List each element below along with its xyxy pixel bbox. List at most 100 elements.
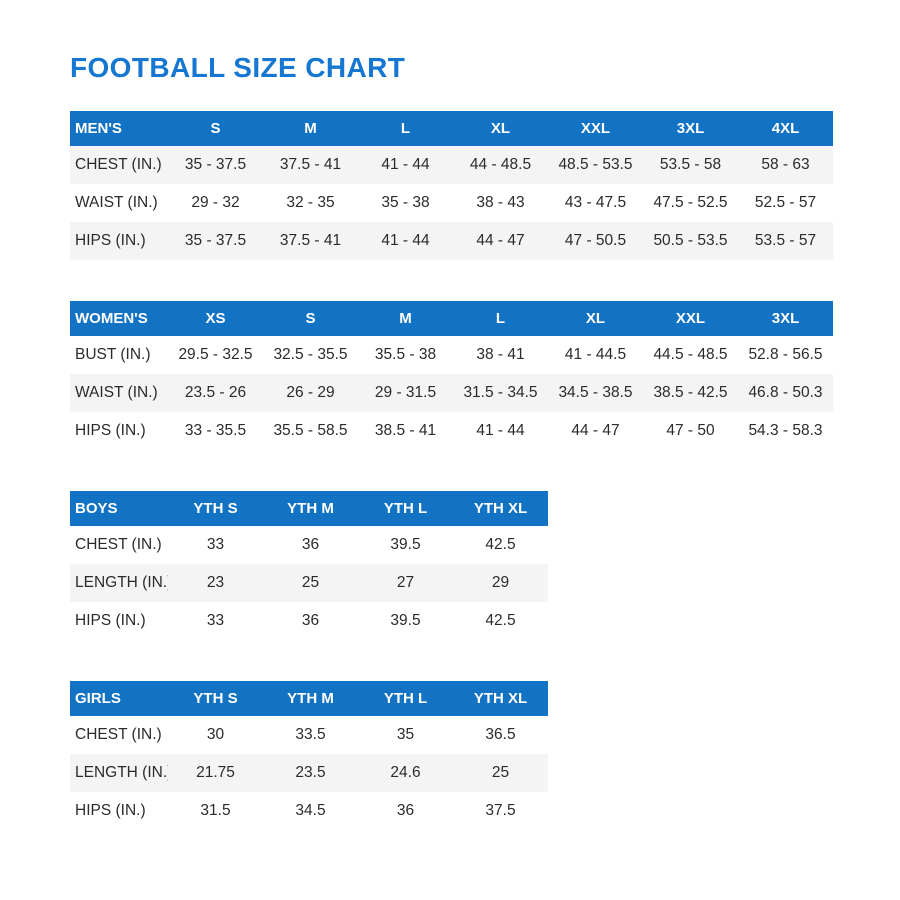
size-value: 26 - 29 <box>263 374 358 412</box>
womens-size-column-header: 3XL <box>738 301 833 336</box>
size-value: 41 - 44 <box>358 146 453 184</box>
mens-size-column-header: XXL <box>548 111 643 146</box>
size-value: 42.5 <box>453 526 548 564</box>
size-value: 35 <box>358 716 453 754</box>
boys-size-column-header: YTH M <box>263 491 358 526</box>
size-value: 37.5 <box>453 792 548 830</box>
boys-measurement-row: HIPS (IN.) 33 36 39.5 42.5 <box>70 602 548 640</box>
size-value: 47.5 - 52.5 <box>643 184 738 222</box>
size-value: 29.5 - 32.5 <box>168 336 263 374</box>
size-value: 25 <box>453 754 548 792</box>
womens-size-column-header: S <box>263 301 358 336</box>
size-value: 39.5 <box>358 602 453 640</box>
mens-size-table: MEN'S S M L XL XXL 3XL 4XL CHEST (IN.) 35 - 37.5 3… <box>70 111 833 260</box>
girls-measurement-row: LENGTH (IN.) 21.75 23.5 24.6 25 <box>70 754 548 792</box>
womens-header-row: WOMEN'S XS S M L XL XXL 3XL <box>70 301 833 336</box>
size-value: 38.5 - 42.5 <box>643 374 738 412</box>
measurement-label: WAIST (IN.) <box>70 374 168 412</box>
size-value: 50.5 - 53.5 <box>643 222 738 260</box>
size-value: 34.5 - 38.5 <box>548 374 643 412</box>
mens-size-column-header: L <box>358 111 453 146</box>
boys-table-title: BOYS <box>70 491 168 526</box>
womens-size-column-header: L <box>453 301 548 336</box>
size-value: 53.5 - 58 <box>643 146 738 184</box>
size-value: 41 - 44 <box>453 412 548 450</box>
measurement-label: LENGTH (IN.) <box>70 564 168 602</box>
girls-header-row: GIRLS YTH S YTH M YTH L YTH XL <box>70 681 548 716</box>
size-value: 44 - 48.5 <box>453 146 548 184</box>
size-value: 37.5 - 41 <box>263 222 358 260</box>
measurement-label: HIPS (IN.) <box>70 412 168 450</box>
size-value: 42.5 <box>453 602 548 640</box>
womens-table-title: WOMEN'S <box>70 301 168 336</box>
size-value: 29 - 32 <box>168 184 263 222</box>
boys-measurement-row: LENGTH (IN.) 23 25 27 29 <box>70 564 548 602</box>
mens-size-column-header: M <box>263 111 358 146</box>
size-value: 33.5 <box>263 716 358 754</box>
size-value: 23 <box>168 564 263 602</box>
womens-size-table: WOMEN'S XS S M L XL XXL 3XL BUST (IN.) 29.5 - 32.… <box>70 301 833 450</box>
boys-measurement-row: CHEST (IN.) 33 36 39.5 42.5 <box>70 526 548 564</box>
size-value: 53.5 - 57 <box>738 222 833 260</box>
size-value: 33 <box>168 526 263 564</box>
size-value: 44 - 47 <box>453 222 548 260</box>
womens-size-column-header: XXL <box>643 301 738 336</box>
size-value: 39.5 <box>358 526 453 564</box>
size-value: 54.3 - 58.3 <box>738 412 833 450</box>
size-value: 35.5 - 58.5 <box>263 412 358 450</box>
girls-size-column-header: YTH XL <box>453 681 548 716</box>
size-value: 35 - 37.5 <box>168 146 263 184</box>
size-value: 43 - 47.5 <box>548 184 643 222</box>
size-value: 32 - 35 <box>263 184 358 222</box>
size-value: 41 - 44 <box>358 222 453 260</box>
size-value: 52.5 - 57 <box>738 184 833 222</box>
size-value: 44.5 - 48.5 <box>643 336 738 374</box>
girls-measurement-row: CHEST (IN.) 30 33.5 35 36.5 <box>70 716 548 754</box>
measurement-label: CHEST (IN.) <box>70 526 168 564</box>
mens-size-column-header: XL <box>453 111 548 146</box>
size-value: 36 <box>358 792 453 830</box>
size-chart-page: FOOTBALL SIZE CHART MEN'S S M L XL XXL 3XL 4XL C… <box>70 52 833 830</box>
size-value: 23.5 - 26 <box>168 374 263 412</box>
size-value: 48.5 - 53.5 <box>548 146 643 184</box>
size-value: 27 <box>358 564 453 602</box>
womens-measurement-row: BUST (IN.) 29.5 - 32.5 32.5 - 35.5 35.5 - 3… <box>70 336 833 374</box>
girls-size-column-header: YTH L <box>358 681 453 716</box>
size-value: 36 <box>263 526 358 564</box>
measurement-label: HIPS (IN.) <box>70 792 168 830</box>
girls-size-column-header: YTH M <box>263 681 358 716</box>
mens-size-column-header: 3XL <box>643 111 738 146</box>
size-value: 35.5 - 38 <box>358 336 453 374</box>
page-title: FOOTBALL SIZE CHART <box>70 52 406 83</box>
boys-size-table: BOYS YTH S YTH M YTH L YTH XL CHEST (IN.) 33 36… <box>70 491 548 640</box>
size-value: 44 - 47 <box>548 412 643 450</box>
measurement-label: WAIST (IN.) <box>70 184 168 222</box>
measurement-label: BUST (IN.) <box>70 336 168 374</box>
mens-size-column-header: S <box>168 111 263 146</box>
womens-size-column-header: XS <box>168 301 263 336</box>
girls-size-column-header: YTH S <box>168 681 263 716</box>
size-value: 29 - 31.5 <box>358 374 453 412</box>
size-value: 37.5 - 41 <box>263 146 358 184</box>
measurement-label: LENGTH (IN.) <box>70 754 168 792</box>
womens-size-column-header: M <box>358 301 453 336</box>
size-value: 47 - 50 <box>643 412 738 450</box>
size-value: 36.5 <box>453 716 548 754</box>
measurement-label: HIPS (IN.) <box>70 222 168 260</box>
size-value: 23.5 <box>263 754 358 792</box>
size-value: 29 <box>453 564 548 602</box>
girls-measurement-row: HIPS (IN.) 31.5 34.5 36 37.5 <box>70 792 548 830</box>
size-value: 32.5 - 35.5 <box>263 336 358 374</box>
size-value: 33 <box>168 602 263 640</box>
size-value: 41 - 44.5 <box>548 336 643 374</box>
size-value: 24.6 <box>358 754 453 792</box>
mens-table-title: MEN'S <box>70 111 168 146</box>
size-value: 21.75 <box>168 754 263 792</box>
size-value: 33 - 35.5 <box>168 412 263 450</box>
size-value: 46.8 - 50.3 <box>738 374 833 412</box>
girls-size-table: GIRLS YTH S YTH M YTH L YTH XL CHEST (IN.) 30 3… <box>70 681 548 830</box>
size-value: 52.8 - 56.5 <box>738 336 833 374</box>
boys-size-column-header: YTH L <box>358 491 453 526</box>
size-value: 31.5 <box>168 792 263 830</box>
size-value: 38 - 43 <box>453 184 548 222</box>
